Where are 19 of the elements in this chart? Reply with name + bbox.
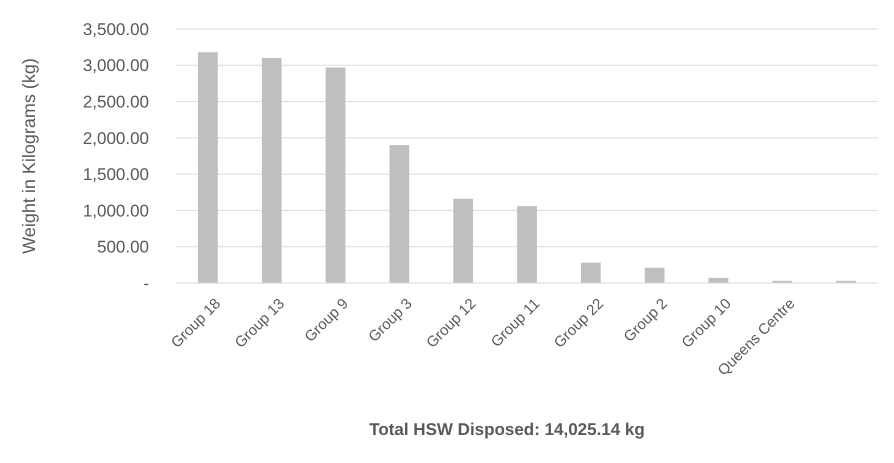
y-tick-label: 3,500.00 [82, 20, 149, 39]
bar [326, 67, 346, 283]
y-tick-label: 2,500.00 [82, 92, 149, 112]
x-axis-title: Total HSW Disposed: 14,025.14 kg [369, 420, 645, 439]
y-axis-title: Weight in Kilograms (kg) [19, 58, 39, 254]
y-tick-label: 1,000.00 [82, 201, 149, 220]
bar [389, 145, 410, 283]
bar [262, 58, 282, 283]
y-tick-label: 3,000.00 [82, 56, 149, 76]
bar [198, 52, 218, 283]
bar [517, 206, 537, 283]
bar [644, 268, 665, 283]
y-tick-label: 1,500.00 [82, 165, 149, 184]
bar [708, 278, 728, 283]
y-tick-label: 2,000.00 [82, 128, 149, 148]
y-tick-label: 500.00 [97, 238, 149, 257]
bar [453, 198, 474, 283]
bar [580, 262, 601, 283]
y-tick-label: - [143, 274, 149, 293]
